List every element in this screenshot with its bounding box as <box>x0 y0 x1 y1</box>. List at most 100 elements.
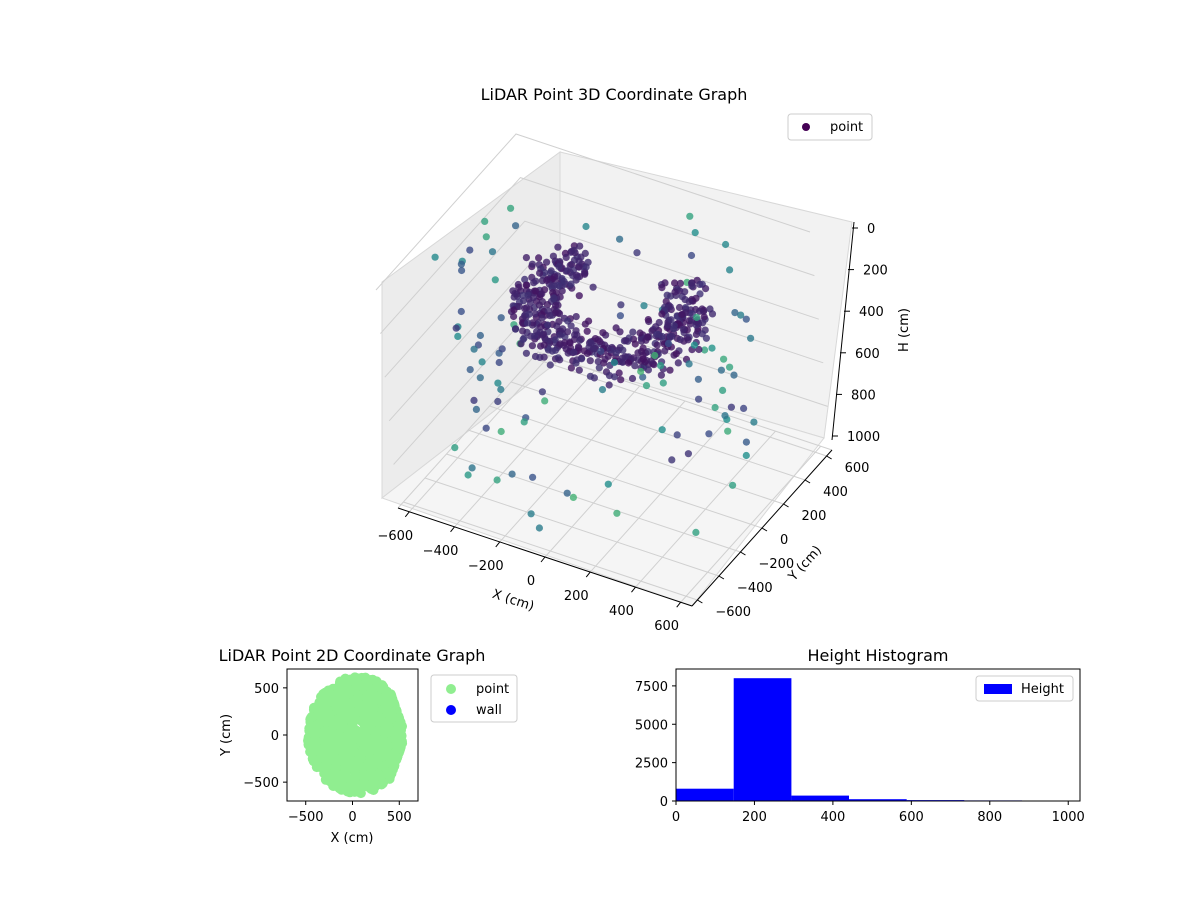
point-2d <box>358 744 369 755</box>
point-3d <box>581 320 589 328</box>
point-2d <box>353 755 364 766</box>
point-3d <box>575 292 583 300</box>
point-3d <box>674 359 682 367</box>
point-3d <box>661 347 669 355</box>
point-2d <box>383 720 394 731</box>
chart-3d: LiDAR Point 3D Coordinate Graph −600 −400… <box>375 85 912 634</box>
point-3d <box>702 285 710 293</box>
point-3d <box>631 340 639 348</box>
point-3d <box>705 430 713 438</box>
point-3d <box>532 287 540 295</box>
point-3d <box>639 344 647 352</box>
point-3d <box>642 336 650 344</box>
point-3d <box>663 291 671 299</box>
x-tick-label-3d: 0 <box>527 574 535 589</box>
histogram-bars <box>676 678 1080 801</box>
point-3d <box>578 355 586 363</box>
x-tick-label-hist: 1000 <box>1052 810 1085 825</box>
point-3d <box>493 476 501 484</box>
point-3d <box>590 345 598 353</box>
points-2d-area <box>303 672 408 799</box>
point-3d <box>658 426 666 434</box>
point-3d <box>671 279 679 287</box>
point-3d <box>681 296 689 304</box>
point-3d <box>519 291 527 300</box>
point-2d <box>386 707 397 718</box>
point-3d <box>543 258 551 266</box>
point-3d <box>574 343 583 351</box>
x-tick-label-3d: −400 <box>423 544 459 559</box>
y-tick-label-hist: 7500 <box>635 680 668 695</box>
point-3d <box>582 222 590 231</box>
point-3d <box>666 366 674 374</box>
point-3d <box>507 204 515 212</box>
point-3d <box>538 388 547 396</box>
point-3d <box>529 294 538 302</box>
point-3d <box>543 301 552 309</box>
point-3d <box>536 269 544 277</box>
point-3d <box>610 358 619 367</box>
point-3d <box>510 306 518 314</box>
point-2d <box>327 692 338 703</box>
point-3d <box>522 281 530 289</box>
point-3d <box>544 321 552 329</box>
point-3d <box>482 233 490 241</box>
y-tick-3d <box>826 455 832 460</box>
point-3d <box>497 385 505 394</box>
point-2d <box>352 673 363 684</box>
point-3d <box>458 266 466 275</box>
point-2d <box>385 770 396 781</box>
point-3d <box>457 260 465 268</box>
point-3d <box>692 294 700 302</box>
point-3d <box>570 348 578 356</box>
x-tick-label-hist: 400 <box>820 810 845 825</box>
point-3d <box>581 249 589 257</box>
point-3d <box>657 362 665 370</box>
point-3d <box>633 249 641 257</box>
point-3d <box>729 481 737 489</box>
point-3d <box>742 315 750 323</box>
legend-histogram: Height <box>975 675 1074 702</box>
legend-2d-wall-label: wall <box>476 703 502 718</box>
point-3d <box>540 353 548 361</box>
point-3d <box>708 344 716 352</box>
point-3d <box>452 324 460 332</box>
point-3d <box>695 345 703 354</box>
point-3d <box>616 235 624 243</box>
point-3d <box>599 329 607 337</box>
grid-line-x <box>635 430 776 588</box>
histogram-title: Height Histogram <box>808 646 949 665</box>
point-2d <box>368 703 379 714</box>
point-3d <box>567 280 575 288</box>
point-3d <box>636 329 644 337</box>
y-tick-label-hist: 5000 <box>635 718 668 733</box>
point-3d <box>583 327 591 335</box>
point-2d <box>340 676 351 687</box>
point-3d <box>695 395 703 403</box>
point-3d <box>613 509 621 517</box>
point-3d <box>575 366 583 374</box>
x-tick-3d <box>676 601 682 608</box>
x-tick-3d <box>540 556 546 563</box>
point-3d <box>706 305 714 313</box>
z-tick-label-3d: 600 <box>855 347 880 362</box>
point-3d <box>559 325 567 333</box>
point-3d <box>612 349 620 357</box>
point-3d <box>615 369 623 377</box>
point-3d <box>693 313 701 321</box>
point-3d <box>664 340 673 348</box>
z-tick-label-3d: 400 <box>859 305 884 320</box>
point-3d <box>618 354 627 362</box>
grid-line-h <box>375 133 811 291</box>
point-2d <box>361 736 372 746</box>
point-3d <box>466 366 474 374</box>
point-3d <box>688 279 696 287</box>
point-2d <box>320 693 331 704</box>
point-3d <box>721 412 729 420</box>
point-3d <box>519 335 527 343</box>
point-3d <box>742 451 750 460</box>
point-3d <box>549 252 558 260</box>
point-3d <box>597 347 605 355</box>
point-2d <box>349 777 360 788</box>
